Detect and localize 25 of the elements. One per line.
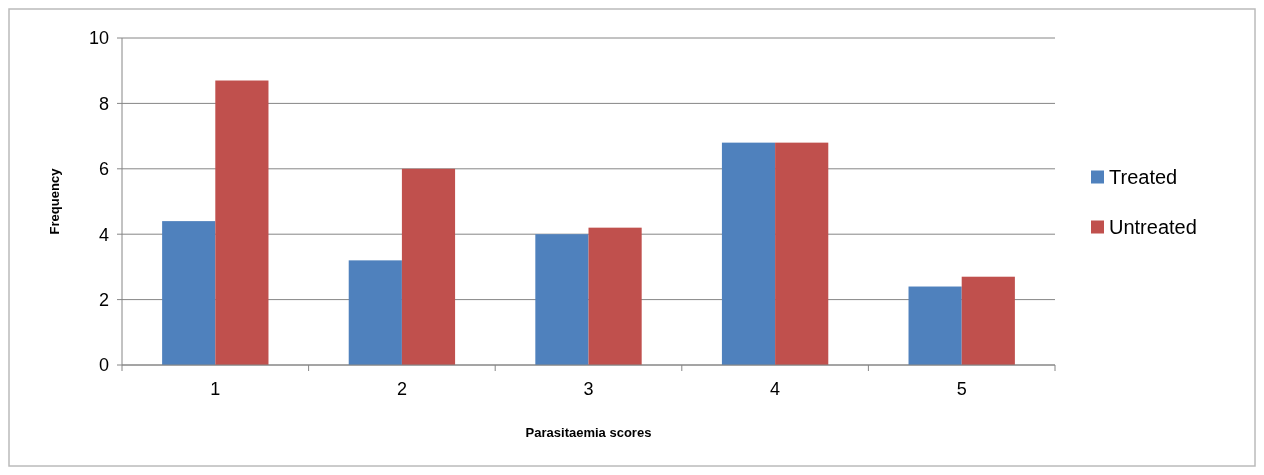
bar [535,234,589,365]
x-tick-label: 3 [583,379,594,399]
y-tick-label: 10 [88,28,109,49]
x-tick-label: 2 [396,379,407,399]
bar [775,142,829,365]
y-tick-label: 0 [98,355,109,376]
bar [401,168,456,365]
bar [588,227,642,365]
bar [215,80,269,365]
legend-label: Untreated [1109,215,1197,238]
y-tick-label: 6 [98,159,109,180]
legend-label: Treated [1109,165,1178,188]
bar [721,142,776,365]
y-tick-label: 2 [98,289,109,310]
x-tick-label: 1 [210,379,221,399]
x-axis-title: Parasitaemia scores [525,425,652,440]
bar [961,276,1015,365]
bar [348,260,402,365]
y-tick-label: 8 [98,93,109,114]
x-tick-label: 4 [770,379,781,399]
x-tick-label: 5 [956,379,967,399]
y-axis-title: Frequency [47,167,62,235]
bar [162,221,216,365]
bar [908,286,962,365]
y-tick-label: 4 [98,224,109,245]
